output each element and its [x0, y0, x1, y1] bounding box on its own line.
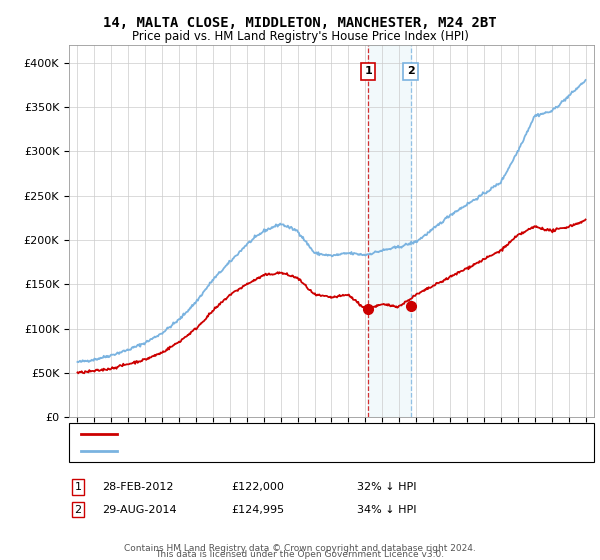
Text: Price paid vs. HM Land Registry's House Price Index (HPI): Price paid vs. HM Land Registry's House … [131, 30, 469, 43]
Bar [368, 45, 410, 417]
Text: 29-AUG-2014: 29-AUG-2014 [102, 505, 176, 515]
Text: 2: 2 [407, 67, 415, 76]
Text: £124,995: £124,995 [231, 505, 284, 515]
Text: 28-FEB-2012: 28-FEB-2012 [102, 482, 173, 492]
Text: 2: 2 [74, 505, 82, 515]
Text: 14, MALTA CLOSE, MIDDLETON, MANCHESTER, M24 2BT: 14, MALTA CLOSE, MIDDLETON, MANCHESTER, … [103, 16, 497, 30]
Text: £122,000: £122,000 [231, 482, 284, 492]
Text: Contains HM Land Registry data © Crown copyright and database right 2024.: Contains HM Land Registry data © Crown c… [124, 544, 476, 553]
Text: 34% ↓ HPI: 34% ↓ HPI [357, 505, 416, 515]
Text: This data is licensed under the Open Government Licence v3.0.: This data is licensed under the Open Gov… [155, 550, 445, 559]
Text: 1: 1 [364, 67, 372, 76]
Text: 14, MALTA CLOSE, MIDDLETON, MANCHESTER, M24 2BT (detached house): 14, MALTA CLOSE, MIDDLETON, MANCHESTER, … [126, 429, 494, 439]
Text: 32% ↓ HPI: 32% ↓ HPI [357, 482, 416, 492]
Text: HPI: Average price, detached house, Rochdale: HPI: Average price, detached house, Roch… [126, 446, 356, 456]
Text: 1: 1 [74, 482, 82, 492]
